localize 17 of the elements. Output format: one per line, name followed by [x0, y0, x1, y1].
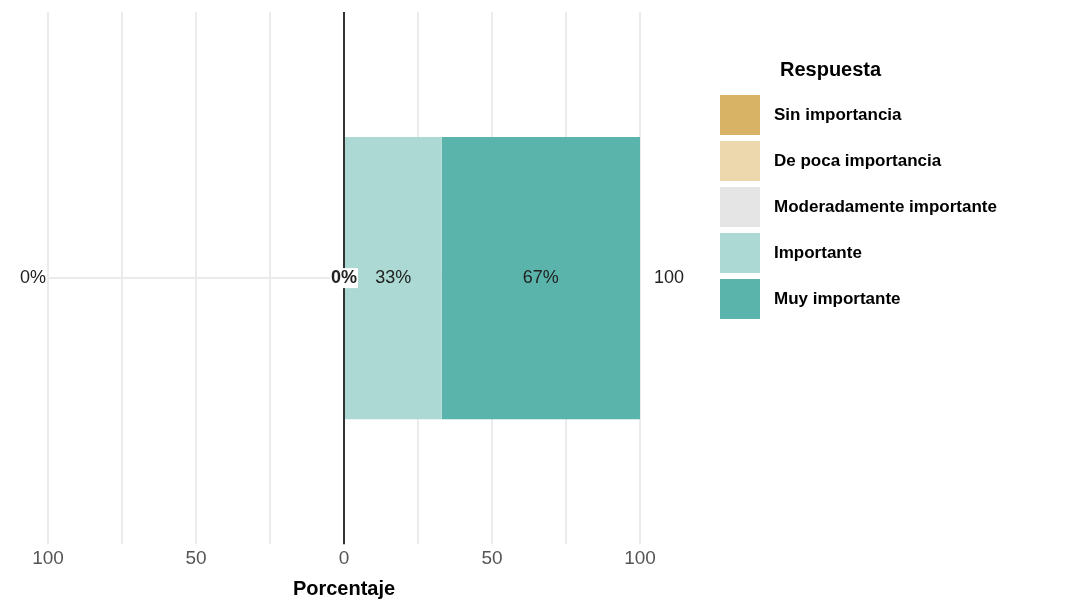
- legend-label: Sin importancia: [774, 105, 902, 125]
- legend-label: Moderadamente importante: [774, 197, 997, 217]
- data-label: 67%: [522, 267, 559, 288]
- text: 0%: [19, 267, 46, 288]
- x-tick-label: 50: [481, 546, 503, 568]
- x-tick-label: 0: [338, 546, 350, 568]
- data-label: 33%: [375, 267, 412, 288]
- legend-title: Respuesta: [780, 58, 883, 81]
- x-axis-title: Porcentaje: [292, 576, 396, 599]
- text: 100: [654, 267, 685, 288]
- legend-label: Importante: [774, 243, 862, 263]
- legend-label: Muy importante: [774, 289, 901, 309]
- x-tick-label: 50: [185, 546, 207, 568]
- x-tick-label: 100: [624, 546, 656, 568]
- legend-label: De poca importancia: [774, 151, 942, 171]
- x-tick-label: 100: [32, 546, 64, 568]
- annotation: 0%: [330, 267, 358, 288]
